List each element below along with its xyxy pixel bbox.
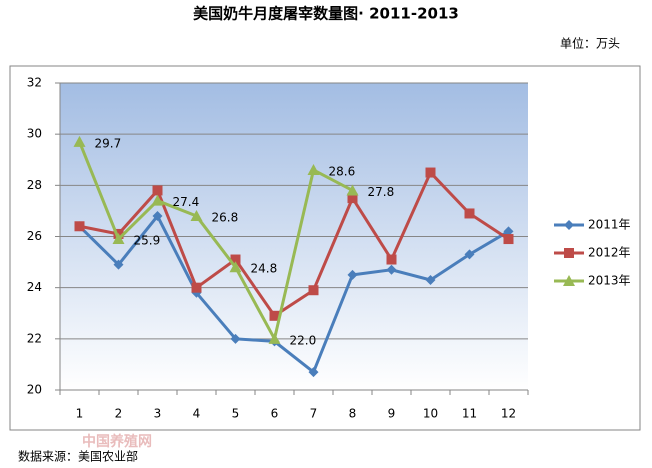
y-tick-label: 26 bbox=[27, 229, 42, 243]
watermark: 中国养殖网 bbox=[82, 433, 152, 450]
data-point bbox=[307, 163, 320, 175]
data-point bbox=[269, 310, 280, 321]
data-point bbox=[230, 254, 241, 265]
data-point bbox=[503, 234, 514, 245]
data-point bbox=[73, 135, 86, 147]
data-label: 28.6 bbox=[329, 164, 356, 178]
x-tick-label: 5 bbox=[232, 407, 240, 421]
data-point bbox=[152, 185, 163, 196]
series-line bbox=[79, 169, 510, 318]
data-point bbox=[112, 233, 125, 245]
y-tick-label: 28 bbox=[27, 178, 42, 192]
data-label: 24.8 bbox=[251, 262, 278, 276]
x-tick-label: 9 bbox=[388, 407, 396, 421]
data-point bbox=[347, 269, 358, 280]
y-tick-label: 22 bbox=[27, 331, 42, 345]
x-tick-label: 12 bbox=[501, 407, 516, 421]
data-point bbox=[74, 221, 85, 232]
data-point bbox=[152, 211, 163, 222]
data-label: 27.4 bbox=[173, 195, 200, 209]
data-label: 29.7 bbox=[95, 136, 122, 150]
data-point bbox=[268, 332, 281, 344]
y-tick-label: 30 bbox=[27, 127, 42, 141]
data-point bbox=[191, 282, 202, 293]
series-line bbox=[78, 213, 510, 375]
x-tick-label: 4 bbox=[193, 407, 201, 421]
x-tick-label: 10 bbox=[423, 407, 438, 421]
x-tick-label: 3 bbox=[154, 407, 162, 421]
legend-marker bbox=[564, 248, 574, 258]
y-tick-label: 20 bbox=[27, 383, 42, 397]
source-note: 数据来源：美国农业部 bbox=[18, 449, 138, 464]
data-point bbox=[425, 167, 436, 178]
legend-label: 2013年 bbox=[588, 274, 631, 288]
data-point bbox=[229, 261, 242, 273]
data-point bbox=[190, 210, 203, 222]
x-tick-label: 6 bbox=[271, 407, 279, 421]
data-point bbox=[308, 367, 319, 378]
legend-label: 2012年 bbox=[588, 246, 631, 260]
data-point bbox=[113, 259, 124, 270]
data-point bbox=[425, 274, 436, 285]
data-point bbox=[308, 285, 319, 296]
data-point bbox=[230, 333, 241, 344]
unit-label: 单位：万头 bbox=[560, 36, 620, 51]
data-point bbox=[347, 193, 358, 204]
data-label: 26.8 bbox=[212, 211, 239, 225]
series-line bbox=[78, 141, 354, 344]
data-point bbox=[464, 208, 475, 219]
data-label: 22.0 bbox=[290, 333, 317, 347]
legend-label: 2011年 bbox=[588, 218, 631, 232]
data-point bbox=[386, 254, 397, 265]
x-tick-label: 2 bbox=[115, 407, 123, 421]
y-tick-label: 32 bbox=[27, 76, 42, 90]
data-point bbox=[464, 249, 475, 260]
x-tick-label: 8 bbox=[349, 407, 357, 421]
legend-marker bbox=[564, 220, 574, 230]
x-tick-label: 11 bbox=[462, 407, 477, 421]
y-tick-label: 24 bbox=[27, 280, 42, 294]
chart-title: 美国奶牛月度屠宰数量图· 2011-2013 bbox=[193, 5, 459, 23]
data-point bbox=[386, 264, 397, 275]
data-label: 27.8 bbox=[368, 185, 395, 199]
data-label: 25.9 bbox=[134, 234, 161, 248]
legend-marker bbox=[563, 275, 575, 286]
data-point bbox=[503, 226, 514, 237]
data-point bbox=[151, 194, 164, 206]
x-tick-label: 1 bbox=[76, 407, 84, 421]
data-point bbox=[346, 184, 359, 196]
x-tick-label: 7 bbox=[310, 407, 318, 421]
